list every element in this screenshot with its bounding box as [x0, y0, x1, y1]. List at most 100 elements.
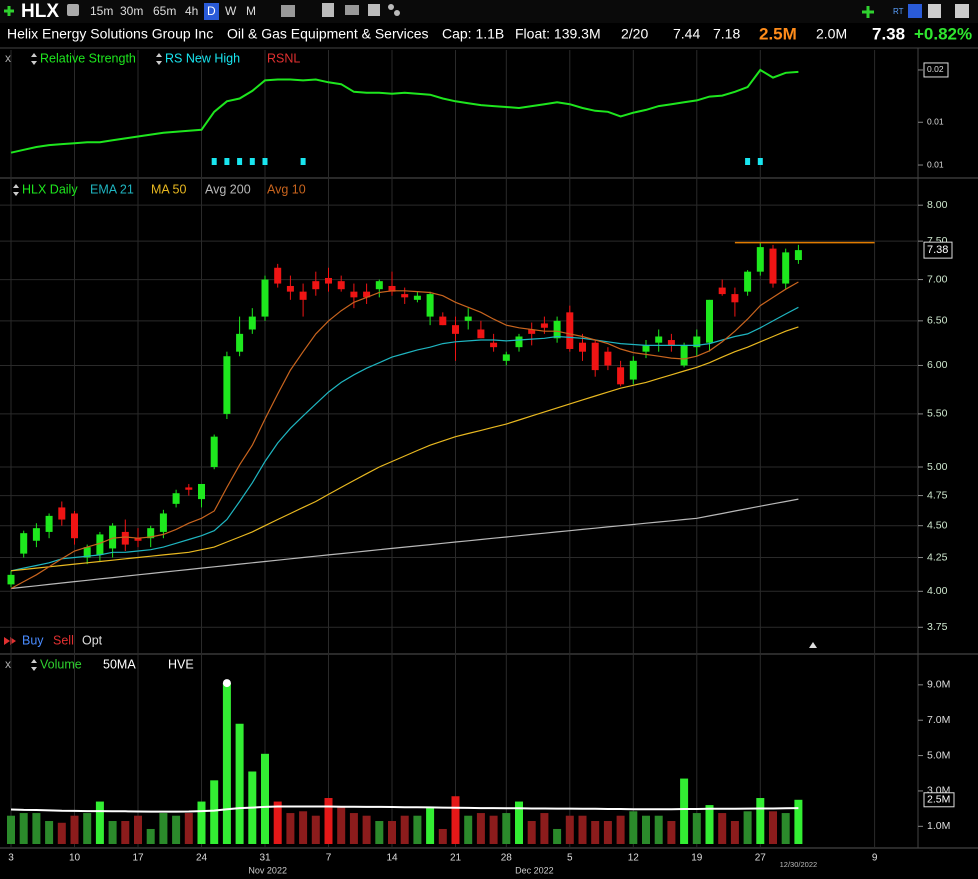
volume-bar	[438, 828, 447, 844]
candle-body	[58, 507, 66, 520]
tool-icon[interactable]	[394, 10, 400, 16]
volume-bar	[413, 815, 422, 844]
tool-icon[interactable]	[281, 5, 295, 17]
buy-button[interactable]: Buy	[22, 633, 44, 647]
y-tick-label: 9.0M	[927, 679, 950, 691]
candle-body	[490, 342, 498, 348]
volume-bar	[743, 811, 752, 844]
tool-icon[interactable]	[928, 4, 941, 18]
symbol[interactable]: HLX	[21, 1, 59, 22]
candle-body	[121, 531, 129, 545]
volume-bar	[172, 815, 181, 844]
x-tick-label: 19	[691, 853, 703, 864]
x-tick-label: 12	[628, 853, 640, 864]
avg-volume: 2.0M	[816, 26, 847, 42]
candle-body	[286, 285, 294, 292]
volume-bar	[70, 815, 79, 844]
candle-body	[413, 295, 421, 300]
volume-bar	[286, 813, 295, 844]
candle-body	[680, 345, 688, 366]
tool-icon[interactable]	[908, 4, 922, 18]
y-tick-label: 4.25	[927, 551, 948, 563]
tool-icon[interactable]	[388, 4, 394, 10]
day-low: 7.18	[713, 26, 740, 42]
legend-entry: EMA 21	[90, 182, 134, 196]
interval[interactable]: 30m	[120, 4, 143, 18]
legend-icon	[156, 53, 162, 65]
tool-icon[interactable]	[322, 3, 334, 17]
candle-body	[7, 574, 15, 585]
volume-bar	[95, 801, 104, 844]
price: 7.38	[872, 24, 905, 43]
volume-bar	[222, 683, 231, 844]
candle-body	[20, 533, 28, 554]
sell-button[interactable]: Sell	[53, 633, 74, 647]
ratio: 2/20	[621, 26, 648, 42]
volume-bar	[451, 796, 460, 844]
volume-bar	[489, 815, 498, 844]
rs-new-high-marker	[249, 158, 255, 165]
trade-icon[interactable]	[4, 637, 16, 645]
month-label: Dec 2022	[515, 865, 554, 875]
volume-bar	[184, 813, 193, 844]
legend-icon	[13, 184, 19, 196]
legend-entry: MA 50	[151, 182, 186, 196]
volume-bar	[261, 753, 269, 844]
close-button[interactable]: x	[5, 657, 11, 671]
add-icon[interactable]	[862, 6, 874, 18]
volume-bar	[337, 806, 346, 844]
interval[interactable]: W	[225, 4, 237, 18]
close-button[interactable]: x	[5, 51, 11, 65]
volume-bar	[375, 821, 384, 844]
candle-body	[439, 316, 447, 326]
volume-bar	[388, 821, 396, 844]
candle-body	[134, 538, 142, 541]
candle-body	[642, 345, 650, 352]
legend-entry: RS New High	[165, 51, 240, 65]
candle-body	[198, 483, 205, 500]
industry: Oil & Gas Equipment & Services	[227, 26, 429, 42]
peak-volume-dot	[222, 679, 231, 688]
y-tick-label: 5.0M	[927, 749, 950, 761]
tool-icon[interactable]	[345, 5, 359, 15]
candle-body	[363, 291, 371, 298]
volume-bar	[7, 815, 15, 844]
rt-label[interactable]: RT	[893, 7, 904, 16]
interval[interactable]: 15m	[90, 4, 113, 18]
candle-body	[185, 487, 193, 490]
tool-icon[interactable]	[368, 4, 380, 16]
add-icon[interactable]	[4, 6, 14, 16]
volume-bar	[146, 828, 155, 844]
candle-body	[312, 281, 320, 290]
close-icon[interactable]	[955, 4, 969, 18]
volume-bar	[565, 815, 574, 844]
volume-bar	[502, 813, 511, 844]
candle-body	[350, 291, 358, 298]
interval[interactable]: M	[246, 4, 256, 18]
rs-new-high-marker	[745, 158, 751, 165]
interval[interactable]: 4h	[185, 4, 198, 18]
y-tick-label: 0.01	[927, 159, 944, 169]
interval[interactable]: D	[207, 4, 216, 18]
interval[interactable]: 65m	[153, 4, 176, 18]
candle-body	[147, 528, 155, 539]
last-price-box	[923, 241, 953, 259]
symbol-icon[interactable]	[67, 4, 79, 16]
volume-bar	[32, 813, 41, 844]
moving-average	[10, 306, 799, 572]
volume-bar	[654, 815, 663, 844]
y-tick-label: 5.00	[927, 461, 948, 473]
volume-bar	[527, 821, 536, 844]
y-tick-label: 5.50	[927, 408, 948, 420]
legend-entry: HVE	[168, 657, 194, 671]
toolbar	[0, 0, 978, 23]
volume-bar	[400, 815, 409, 844]
candle-body	[566, 312, 574, 349]
candle-body	[248, 316, 256, 330]
options-button[interactable]: Opt	[82, 633, 103, 647]
scroll-arrow[interactable]	[809, 642, 817, 648]
y-tick-label: 6.00	[927, 359, 948, 371]
candle-body	[325, 277, 332, 284]
